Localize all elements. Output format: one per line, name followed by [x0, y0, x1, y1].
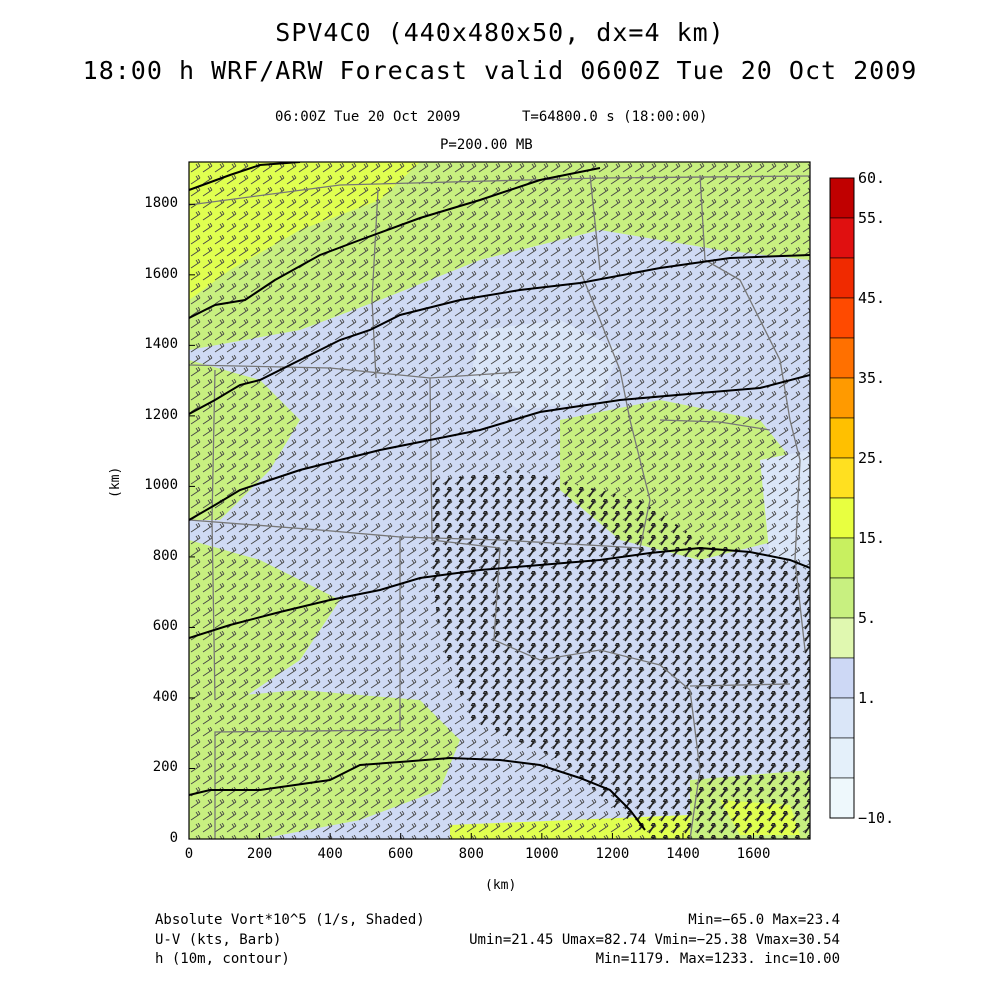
colorbar-label: 25.	[858, 449, 886, 467]
y-axis-label: (km)	[108, 466, 123, 498]
valid-time: 06:00Z Tue 20 Oct 2009	[275, 109, 461, 125]
plot-frame	[188, 161, 811, 840]
x-tick-label: 1000	[524, 846, 559, 862]
sim-time: T=64800.0 s (18:00:00)	[522, 109, 708, 125]
y-tick-label: 1800	[144, 195, 178, 212]
colorbar-swatch	[829, 537, 855, 579]
y-tick-label: 600	[152, 618, 178, 635]
colorbar-swatch	[829, 577, 855, 619]
colorbar-label: 35.	[858, 369, 886, 387]
x-tick-label: 600	[388, 846, 414, 862]
y-tick-label: 0	[169, 830, 178, 846]
colorbar-swatch	[829, 457, 855, 499]
colorbar-label: −10.	[858, 809, 895, 827]
colorbar-swatch	[829, 417, 855, 459]
y-tick-label: 800	[152, 547, 178, 564]
colorbar-swatch	[829, 257, 855, 299]
legend-var3: h (10m, contour)	[155, 951, 290, 967]
legend-var2-stats: Umin=21.45 Umax=82.74 Vmin=−25.38 Vmax=3…	[469, 932, 840, 948]
legend-var3-stats: Min=1179. Max=1233. inc=10.00	[595, 951, 840, 967]
pressure-level: P=200.00 MB	[440, 137, 533, 153]
colorbar-swatch	[829, 737, 855, 779]
colorbar	[829, 177, 855, 819]
colorbar-label: 55.	[858, 209, 886, 227]
legend-var1: Absolute Vort*10^5 (1/s, Shaded)	[155, 912, 425, 928]
x-tick-label: 800	[458, 846, 484, 862]
colorbar-label: 45.	[858, 289, 886, 307]
colorbar-swatch	[829, 777, 855, 819]
colorbar-label: 15.	[858, 529, 886, 547]
vorticity-shading	[189, 162, 810, 839]
title-line1: SPV4C0 (440x480x50, dx=4 km)	[275, 18, 725, 47]
colorbar-swatch	[829, 177, 855, 219]
y-tick-label: 1200	[144, 406, 178, 423]
legend-var1-stats: Min=−65.0 Max=23.4	[688, 912, 840, 928]
colorbar-swatch	[829, 657, 855, 699]
colorbar-swatch	[829, 297, 855, 339]
colorbar-frame	[829, 177, 855, 819]
x-tick-label: 400	[317, 846, 343, 862]
colorbar-swatch	[829, 617, 855, 659]
y-tick-label: 400	[152, 688, 178, 705]
colorbar-swatch	[829, 217, 855, 259]
boundaries	[189, 174, 810, 839]
y-tick-label: 1600	[144, 265, 178, 282]
y-tick-label: 200	[152, 759, 178, 776]
x-tick-label: 1200	[595, 846, 630, 862]
colorbar-swatch	[829, 497, 855, 539]
colorbar-label: 1.	[858, 689, 877, 707]
x-axis-label: (km)	[485, 878, 517, 893]
colorbar-label: 5.	[858, 609, 877, 627]
colorbar-label: 60.	[858, 169, 886, 187]
x-tick-label: 0	[184, 846, 194, 862]
x-tick-label: 1600	[736, 846, 771, 862]
legend-var2: U-V (kts, Barb)	[155, 932, 282, 948]
y-tick-label: 1400	[144, 336, 178, 353]
colorbar-swatch	[829, 697, 855, 739]
x-tick-label: 200	[246, 846, 273, 862]
colorbar-swatch	[829, 377, 855, 419]
colorbar-swatch	[829, 337, 855, 379]
height-contours	[189, 162, 810, 831]
y-tick-label: 1000	[144, 477, 178, 494]
title-line2: 18:00 h WRF/ARW Forecast valid 0600Z Tue…	[82, 56, 918, 85]
x-tick-label: 1400	[666, 846, 700, 862]
